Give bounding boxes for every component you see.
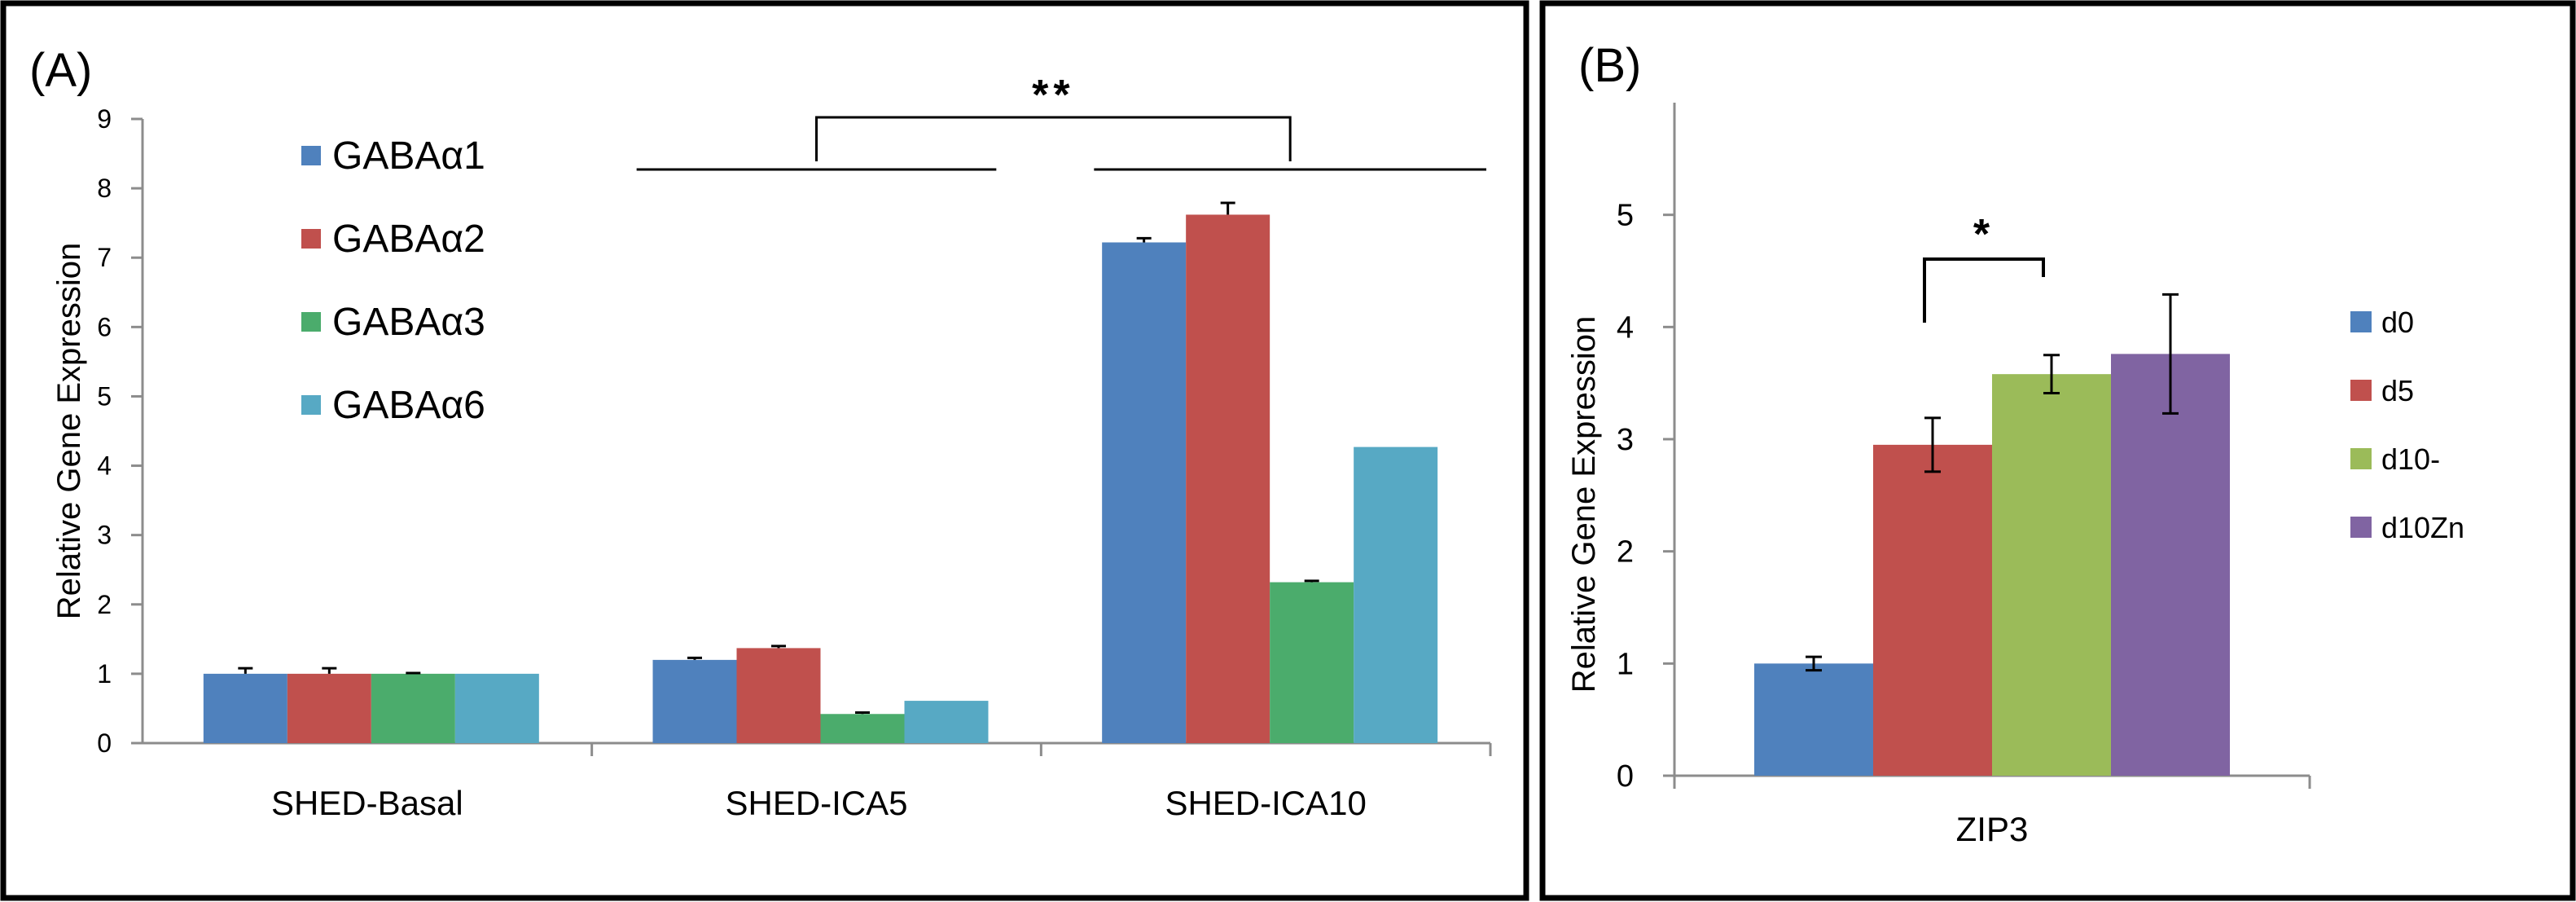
y-tick-label: 2 [97,590,112,619]
y-tick-label: 3 [97,521,112,550]
y-tick-label: 8 [97,174,112,203]
significance-marker: ** [1032,72,1074,119]
legend-swatch [2350,448,2372,469]
x-category-label: SHED-ICA5 [725,784,907,822]
bar [1186,214,1270,743]
legend-swatch [301,312,321,332]
y-tick-label: 5 [97,381,112,411]
bar [652,659,737,743]
x-category-label: ZIP3 [1956,810,2029,848]
significance-bracket [1923,257,2045,323]
bar [1102,242,1187,743]
bar [820,714,905,743]
y-tick-label: 0 [97,728,112,758]
legend-swatch [2350,380,2372,401]
legend-swatch [301,146,321,165]
y-tick-label: 2 [1617,535,1634,570]
x-category-label: SHED-ICA10 [1165,784,1366,822]
bar [1354,447,1438,743]
y-tick-label: 1 [97,659,112,689]
bar [454,673,539,743]
y-tick-label: 4 [1617,310,1634,345]
legend-label: GABAα3 [332,301,485,344]
legend-label: d10Zn [2381,511,2464,544]
legend-swatch [2350,517,2372,538]
y-tick-label: 5 [1617,199,1634,233]
bar [203,673,287,743]
bar [1270,582,1354,743]
y-tick-label: 6 [97,312,112,341]
legend-label: GABAα1 [332,134,485,178]
legend-swatch [2350,311,2372,332]
bar [1873,444,1992,776]
legend-label: d10- [2381,442,2440,476]
y-tick-label: 3 [1617,423,1634,457]
y-axis-label: Relative Gene Expression [51,243,87,619]
legend-label: GABAα6 [332,384,485,427]
legend-swatch [301,395,321,415]
panel-a-frame [0,0,1529,901]
bar [1992,374,2111,776]
bar [371,673,455,743]
y-tick-label: 9 [97,104,112,134]
bar [1754,663,1873,776]
bar [2111,354,2230,777]
significance-bracket [815,116,1292,161]
x-category-label: SHED-Basal [271,784,463,822]
y-tick-label: 7 [97,243,112,272]
legend-label: GABAα2 [332,218,485,261]
bar [736,648,821,743]
legend-label: d5 [2381,374,2414,407]
y-tick-label: 0 [1617,759,1634,794]
bar [904,701,989,743]
panel-a-label: (A) [29,44,92,97]
bar [287,673,371,743]
y-tick-label: 1 [1617,647,1634,681]
significance-marker: * [1973,211,1995,258]
panel-b-frame [1539,0,2576,901]
panel-b-label: (B) [1578,39,1641,92]
y-tick-label: 4 [97,451,112,481]
panel-b-chart: 0 1 2 3 4 5 Relative Gene Expression ZIP3 d0 d5 d1… [1566,103,2464,848]
legend-label: d0 [2381,306,2414,339]
y-axis-label: Relative Gene Expression [1566,316,1602,693]
panel-a-chart: 0 1 2 3 4 5 6 7 8 9 Relative Gene Expression SHED-B… [51,72,1492,822]
legend-swatch [301,229,321,249]
